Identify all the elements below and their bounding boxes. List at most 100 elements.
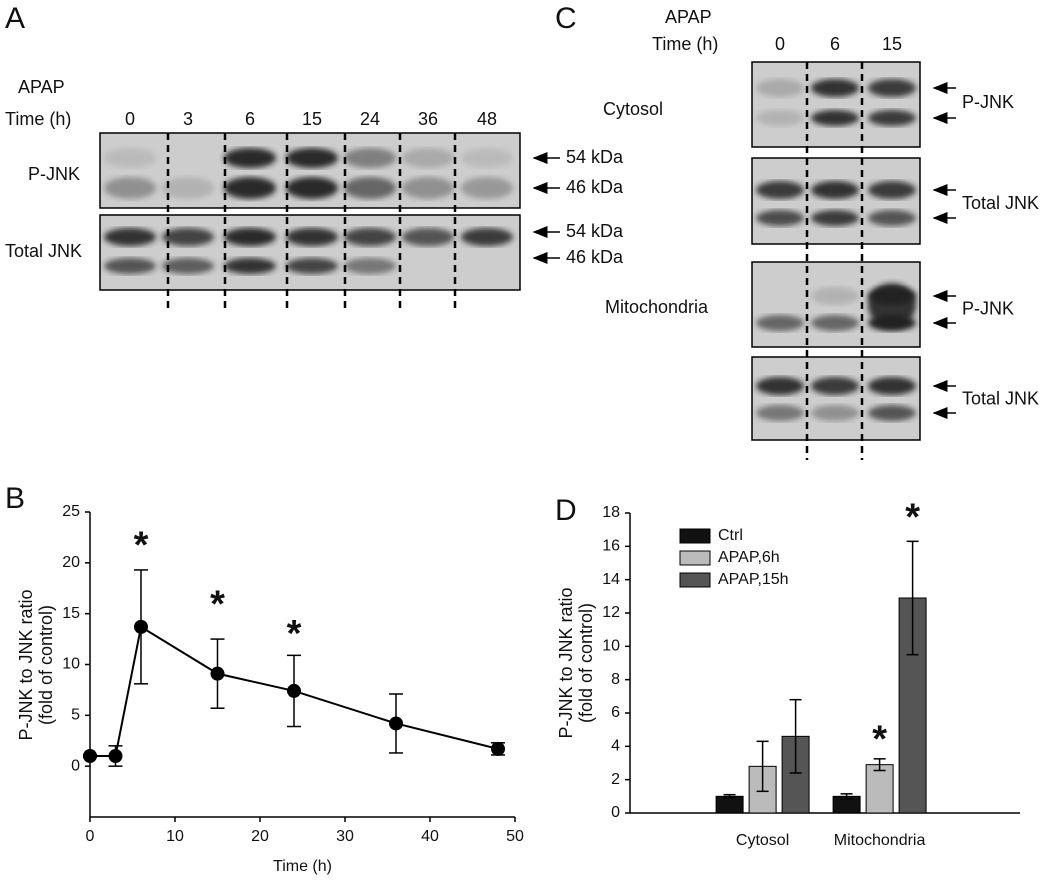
band	[811, 181, 859, 199]
row-label: Total JNK	[962, 193, 1039, 213]
bar	[865, 764, 894, 814]
point	[108, 749, 123, 763]
x-tick-label: Cytosol	[736, 832, 789, 849]
panel-label: A	[5, 2, 25, 35]
y-tick-label: 0	[611, 804, 620, 821]
band	[402, 228, 454, 246]
lane-label: 6	[830, 34, 840, 54]
panel-label: B	[5, 482, 25, 515]
band	[402, 148, 454, 168]
band	[756, 181, 804, 199]
band	[162, 258, 214, 274]
bar	[715, 795, 744, 814]
band	[811, 377, 859, 395]
treatment-label: APAP	[665, 7, 712, 27]
y-tick-label: 5	[71, 707, 80, 724]
band	[868, 110, 916, 126]
panel-label: C	[555, 2, 577, 35]
x-tick-label: 40	[421, 828, 439, 845]
legend-swatch	[679, 572, 711, 588]
band	[286, 258, 338, 274]
row-label: P-JNK	[28, 164, 80, 184]
band	[756, 110, 804, 126]
band	[224, 228, 276, 246]
band	[162, 177, 214, 199]
y-tick-label: 12	[602, 604, 620, 621]
band	[756, 210, 804, 226]
y-axis-label: P-JNK to JNK ratio	[16, 589, 36, 740]
x-tick-label: 30	[336, 828, 354, 845]
annotation: *	[905, 497, 920, 539]
blot	[751, 356, 921, 441]
x-tick-label: 50	[506, 828, 524, 845]
y-tick-label: 18	[602, 504, 620, 521]
x-tick-label: Mitochondria	[834, 832, 926, 849]
band	[162, 228, 214, 246]
y-tick-label: 10	[62, 656, 80, 673]
annotation: *	[134, 525, 149, 567]
band	[286, 228, 338, 246]
band	[811, 110, 859, 126]
lane-label: 3	[183, 109, 193, 129]
blots	[99, 61, 921, 460]
row-label: P-JNK	[962, 92, 1014, 112]
lane-label: 15	[882, 34, 902, 54]
marker-label: 46 kDa	[566, 177, 624, 197]
y-tick-label: 4	[611, 738, 620, 755]
band	[286, 148, 338, 168]
y-tick-label: 0	[71, 757, 80, 774]
band	[811, 405, 859, 421]
blot	[751, 157, 921, 245]
band	[756, 377, 804, 395]
band	[868, 210, 916, 226]
time-label: Time (h)	[652, 34, 718, 54]
marker-label: 54 kDa	[566, 221, 624, 241]
band	[344, 228, 396, 246]
band	[286, 177, 338, 199]
point	[83, 749, 97, 763]
lane-label: 0	[125, 109, 135, 129]
band	[811, 315, 859, 331]
x-axis-label: Time (h)	[273, 858, 332, 875]
band	[461, 228, 513, 246]
fraction-label: Mitochondria	[605, 297, 709, 317]
blot	[751, 61, 921, 148]
fraction-label: Cytosol	[603, 99, 663, 119]
y-axis-label: (fold of control)	[576, 603, 596, 723]
y-axis-label: P-JNK to JNK ratio	[556, 587, 576, 738]
band	[224, 148, 276, 168]
legend-swatch	[679, 528, 711, 544]
treatment-label: APAP	[18, 77, 65, 97]
marker-label: 46 kDa	[566, 247, 624, 267]
band	[461, 177, 513, 199]
band	[224, 177, 276, 199]
y-tick-label: 25	[62, 503, 80, 520]
y-tick-label: 14	[602, 571, 620, 588]
point	[134, 619, 148, 634]
legend-swatch	[679, 550, 711, 566]
band	[868, 283, 916, 327]
band	[756, 405, 804, 421]
y-tick-label: 10	[602, 638, 620, 655]
band	[868, 181, 916, 199]
band	[104, 177, 156, 199]
annotation: *	[287, 613, 302, 655]
legend-label: APAP,15h	[718, 571, 789, 588]
lane-label: 0	[775, 34, 785, 54]
band	[811, 79, 859, 97]
band	[104, 228, 156, 246]
marker-label: 54 kDa	[566, 147, 624, 167]
bar	[781, 735, 810, 814]
y-tick-label: 6	[611, 704, 620, 721]
time-label: Time (h)	[5, 109, 71, 129]
band	[756, 79, 804, 97]
band	[756, 315, 804, 331]
point	[389, 716, 403, 731]
band	[868, 405, 916, 421]
lane-label: 6	[245, 109, 255, 129]
band	[811, 210, 859, 226]
y-tick-label: 20	[62, 554, 80, 571]
y-axis-label: (fold of control)	[36, 605, 56, 725]
band	[402, 177, 454, 199]
